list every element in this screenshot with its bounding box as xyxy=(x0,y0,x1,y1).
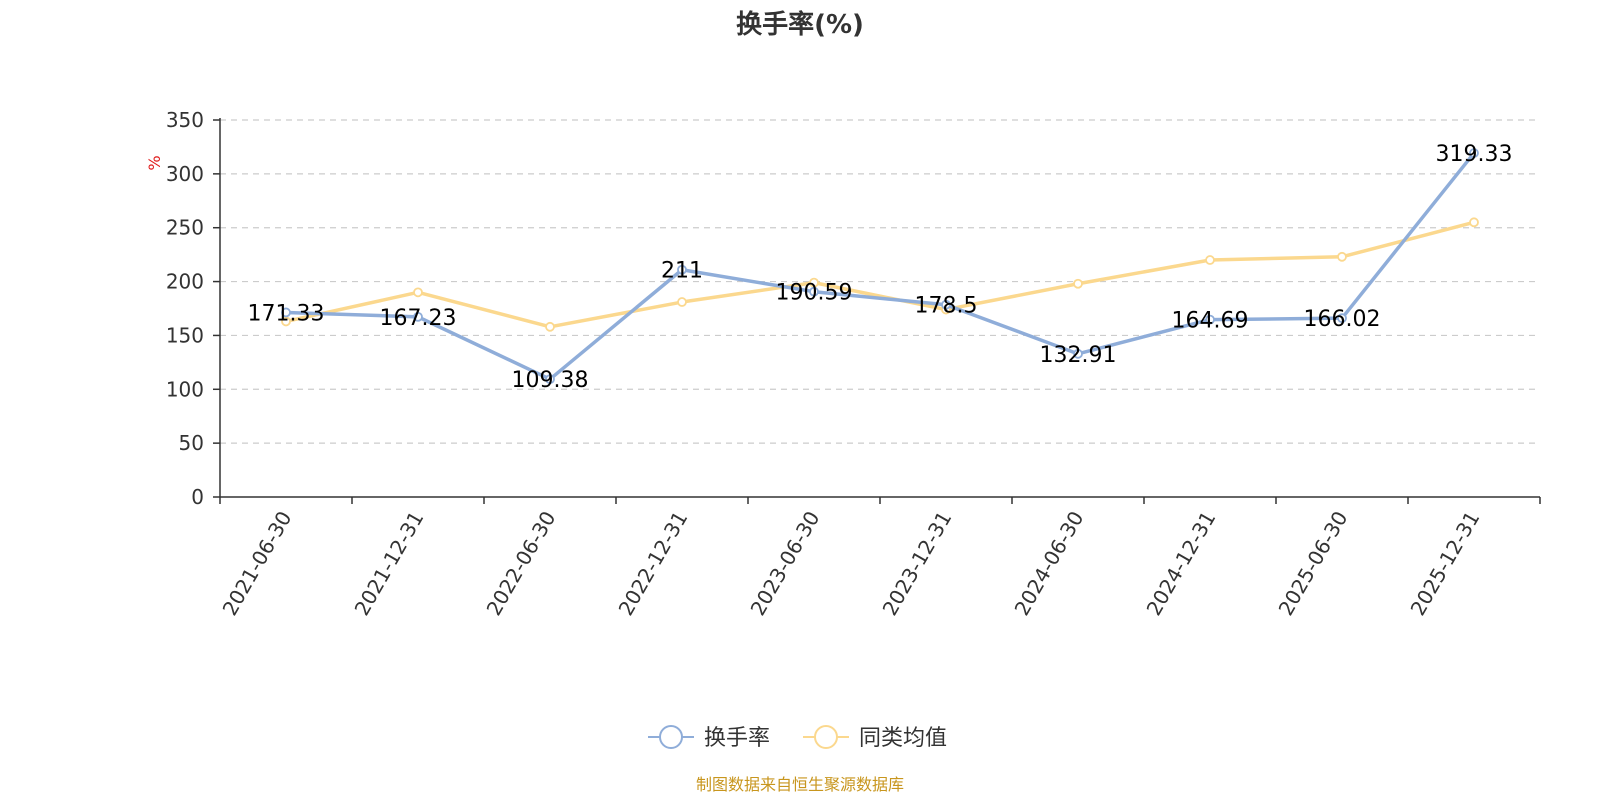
legend-label: 同类均值 xyxy=(859,726,947,751)
y-axis-unit-label: % xyxy=(145,155,164,170)
data-label: 166.02 xyxy=(1304,307,1381,332)
y-tick-label: 50 xyxy=(179,431,204,455)
x-tick-label: 2021-06-30 xyxy=(217,507,296,620)
x-tick-label: 2022-06-30 xyxy=(481,507,560,620)
legend-marker-icon xyxy=(814,725,838,749)
axes: 0 50 100 150 200 250 300 350 2021-06-30 2021-12-3… xyxy=(166,108,1541,620)
data-point xyxy=(281,316,291,327)
data-label-layer: 171.33 167.23 109.38 211 190.59 178.5 132.91 16… xyxy=(248,142,1513,393)
data-point xyxy=(413,311,423,322)
data-label: 167.23 xyxy=(380,306,457,331)
data-point xyxy=(809,286,819,297)
data-point xyxy=(545,321,555,332)
legend-item-turnover[interactable]: 换手率 xyxy=(648,725,770,751)
data-point xyxy=(1205,314,1215,325)
x-tick-label: 2021-12-31 xyxy=(349,507,428,620)
data-point xyxy=(545,374,555,385)
x-tick-label: 2024-06-30 xyxy=(1009,507,1088,620)
data-point xyxy=(1337,313,1347,324)
data-label: 109.38 xyxy=(512,368,589,393)
gridlines xyxy=(220,119,1540,444)
y-tick-label: 100 xyxy=(166,377,204,401)
x-tick-label: 2024-12-31 xyxy=(1141,507,1220,620)
source-note: 制图数据来自恒生聚源数据库 xyxy=(696,775,904,794)
x-tick-label: 2025-06-30 xyxy=(1273,507,1352,620)
legend-marker-icon xyxy=(659,725,683,749)
legend-label: 换手率 xyxy=(704,726,770,751)
series-line-peer-average xyxy=(284,220,1476,329)
data-point xyxy=(677,264,687,275)
data-point xyxy=(1469,217,1479,228)
data-point xyxy=(941,299,951,310)
x-tick-label: 2023-06-30 xyxy=(745,507,824,620)
y-tick-label: 350 xyxy=(166,108,204,132)
data-label: 319.33 xyxy=(1436,142,1513,167)
data-point xyxy=(1205,255,1215,265)
data-label: 132.91 xyxy=(1040,343,1117,368)
data-point xyxy=(809,277,819,288)
data-point xyxy=(1073,348,1083,359)
data-point xyxy=(677,297,687,307)
y-tick-label: 250 xyxy=(166,216,204,240)
data-point xyxy=(281,307,291,318)
y-tick-label: 0 xyxy=(191,485,204,509)
data-label: 171.33 xyxy=(248,301,325,326)
chart-title: 换手率(%) xyxy=(736,10,864,40)
x-tick-label: 2022-12-31 xyxy=(613,507,692,620)
data-label: 178.5 xyxy=(915,294,978,319)
series-line-turnover xyxy=(284,151,1476,381)
data-point xyxy=(1073,278,1083,289)
data-label: 190.59 xyxy=(776,281,853,306)
data-point xyxy=(1469,148,1479,158)
y-tick-label: 150 xyxy=(166,323,204,347)
y-tick-label: 200 xyxy=(166,270,204,294)
x-tick-label: 2025-12-31 xyxy=(1405,507,1484,620)
y-tick-label: 300 xyxy=(166,162,204,186)
series-layer xyxy=(281,148,1479,385)
x-tick-label: 2023-12-31 xyxy=(877,507,956,620)
legend-item-peer-average[interactable]: 同类均值 xyxy=(803,725,947,751)
data-point xyxy=(1337,251,1347,262)
data-label: 211 xyxy=(661,259,703,284)
legend[interactable]: 换手率 同类均值 xyxy=(648,725,947,751)
data-label: 164.69 xyxy=(1172,309,1249,334)
data-point xyxy=(413,287,423,298)
